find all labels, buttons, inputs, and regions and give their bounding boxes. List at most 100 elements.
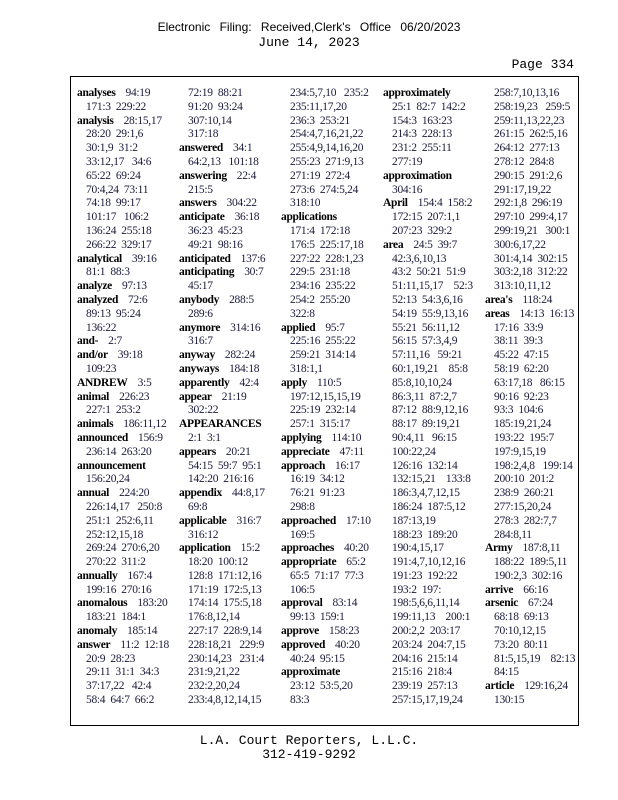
page-line-refs: 317:18 bbox=[188, 128, 219, 141]
page-line-refs: 40:20 bbox=[344, 542, 369, 555]
page-line-refs: 193:2 197: bbox=[392, 583, 442, 596]
page-line-refs: 234:16 235:22 bbox=[290, 280, 356, 293]
page-line-refs: 238:9 260:21 bbox=[494, 487, 554, 500]
page-line-refs: 3:5 bbox=[137, 376, 152, 389]
index-entry: appendix 44:8,17 bbox=[179, 487, 277, 501]
page-line-refs: 56:15 57:3,4,9 bbox=[392, 335, 458, 348]
page-line-refs: 176:8,12,14 bbox=[188, 611, 240, 624]
page-line-refs: 171:3 229:22 bbox=[86, 100, 146, 113]
index-entry: anomalous 183:20 bbox=[77, 597, 175, 611]
page-line-refs: 52:13 54:3,6,16 bbox=[392, 293, 463, 306]
page-line-refs: 193:22 195:7 bbox=[494, 431, 554, 444]
index-term: answers bbox=[179, 197, 217, 210]
index-term: analytical bbox=[77, 252, 122, 265]
index-entry: apply 110:5 bbox=[281, 377, 379, 391]
index-term: and- bbox=[77, 335, 99, 348]
index-entry: arsenic 67:24 bbox=[485, 597, 583, 611]
page-line-refs: 58:4 64:7 66:2 bbox=[86, 694, 155, 707]
filing-stamp: Electronic Filing: Received,Clerk's Offi… bbox=[157, 20, 461, 34]
page-line-refs: 25:1 82:7 142:2 bbox=[392, 100, 466, 113]
page-line-refs: 259:11,13,22,23 bbox=[494, 114, 565, 127]
page-line-refs: 28:15,17 bbox=[123, 114, 162, 127]
page-line-refs: 257:15,17,19,24 bbox=[392, 694, 463, 707]
page-line-refs: 86:3,11 87:2,7 bbox=[392, 390, 457, 403]
page-line-refs: 45:17 bbox=[188, 280, 213, 293]
page-line-refs: 235:11,17,20 bbox=[290, 100, 347, 113]
page-line-refs: 100:22,24 bbox=[392, 445, 436, 458]
page-line-refs: 186:24 187:5,12 bbox=[392, 500, 466, 513]
page-line-refs: 66:16 bbox=[523, 583, 548, 596]
page-line-refs: 15:2 bbox=[240, 542, 261, 555]
index-entry: analyses 94:19 bbox=[77, 87, 175, 101]
index-term: arrive bbox=[485, 583, 514, 596]
page-line-refs: 33:12,17 34:6 bbox=[86, 155, 152, 168]
page-line-refs: 16:19 34:12 bbox=[290, 473, 345, 486]
page-line-refs: 236:3 253:21 bbox=[290, 114, 350, 127]
index-term: answer bbox=[77, 638, 111, 651]
index-term: approve bbox=[281, 625, 319, 638]
page-line-refs: 252:12,15,18 bbox=[86, 528, 144, 541]
page-line-refs: 207:23 329:2 bbox=[392, 224, 452, 237]
page-line-refs: 169:5 bbox=[290, 528, 315, 541]
page-line-refs: 65:5 71:17 77:3 bbox=[290, 569, 364, 582]
page-line-refs: 43:2 50:21 51:9 bbox=[392, 266, 466, 279]
index-entry: annual 224:20 bbox=[77, 487, 175, 501]
page-line-refs: 68:18 69:13 bbox=[494, 611, 549, 624]
index-term: appendix bbox=[179, 487, 222, 500]
index-column: 72:19 88:21 91:20 93:24 307:10,14 317:18 ans… bbox=[179, 87, 277, 708]
page-line-refs: 266:22 329:17 bbox=[86, 238, 152, 251]
index-term: animal bbox=[77, 390, 110, 403]
page-line-refs: 93:3 104:6 bbox=[494, 404, 544, 417]
page-line-refs: 236:14 263:20 bbox=[86, 445, 152, 458]
index-term: Army bbox=[485, 542, 513, 555]
page-line-refs: 188:23 189:20 bbox=[392, 528, 458, 541]
index-entry: analytical 39:16 bbox=[77, 253, 175, 267]
page-line-refs: 156:20,24 bbox=[86, 473, 130, 486]
page-line-refs: 183:20 bbox=[137, 597, 168, 610]
page-line-refs: 109:23 bbox=[86, 362, 117, 375]
index-term: anticipate bbox=[179, 211, 225, 224]
page-line-refs: 130:15 bbox=[494, 694, 525, 707]
index-entry: area 24:5 39:7 bbox=[383, 239, 481, 253]
page-line-refs: 227:17 228:9,14 bbox=[188, 625, 262, 638]
index-entry: approximate bbox=[281, 666, 379, 680]
page-line-refs: 51:11,15,17 52:3 bbox=[392, 280, 473, 293]
page-line-refs: 298:8 bbox=[290, 500, 315, 513]
page-line-refs: 54:19 55:9,13,16 bbox=[392, 307, 469, 320]
page-line-refs: 318:10 bbox=[290, 197, 321, 210]
page-line-refs: 257:1 315:17 bbox=[290, 418, 350, 431]
index-term: arsenic bbox=[485, 597, 519, 610]
page-line-refs: 254:2 255:20 bbox=[290, 293, 350, 306]
index-entry: approached 17:10 bbox=[281, 515, 379, 529]
page-line-refs: 90:16 92:23 bbox=[494, 390, 549, 403]
page-line-refs: 29:11 31:1 34:3 bbox=[86, 666, 160, 679]
page-line-refs: 227:1 253:2 bbox=[86, 404, 141, 417]
index-entry: answered 34:1 bbox=[179, 142, 277, 156]
transcript-date: June 14, 2023 bbox=[258, 35, 360, 50]
page-line-refs: 81:5,15,19 82:13 bbox=[494, 652, 576, 665]
page-line-refs: 261:15 262:5,16 bbox=[494, 128, 568, 141]
index-term: approximation bbox=[383, 169, 452, 182]
page-line-refs: 67:24 bbox=[528, 597, 553, 610]
index-entry: approved 40:20 bbox=[281, 639, 379, 653]
page-line-refs: 176:5 225:17,18 bbox=[290, 238, 364, 251]
page-line-refs: 183:21 184:1 bbox=[86, 611, 146, 624]
index-term: anymore bbox=[179, 321, 221, 334]
index-entry: and/or 39:18 bbox=[77, 349, 175, 363]
page-line-refs: 30:1,9 31:2 bbox=[86, 142, 138, 155]
index-entry: anticipating 30:7 bbox=[179, 266, 277, 280]
page-line-refs: 70:10,12,15 bbox=[494, 625, 546, 638]
index-term: anyway bbox=[179, 349, 215, 362]
page-line-refs: 255:23 271:9,13 bbox=[290, 155, 364, 168]
index-term: annually bbox=[77, 569, 118, 582]
index-entry: application 15:2 bbox=[179, 542, 277, 556]
page-line-refs: 76:21 91:23 bbox=[290, 487, 345, 500]
page-line-refs: 49:21 98:16 bbox=[188, 238, 243, 251]
index-entry: approximation bbox=[383, 170, 481, 184]
page-line-refs: 302:22 bbox=[188, 404, 219, 417]
index-entry: APPEARANCES bbox=[179, 418, 277, 432]
page-line-refs: 273:6 274:5,24 bbox=[290, 183, 359, 196]
page-line-refs: 229:5 231:18 bbox=[290, 266, 350, 279]
page-line-refs: 174:14 175:5,18 bbox=[188, 597, 262, 610]
